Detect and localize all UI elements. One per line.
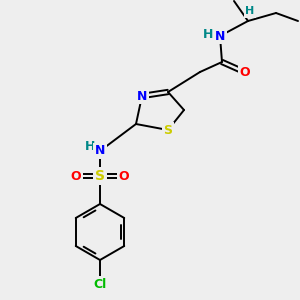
Text: H: H <box>245 6 255 16</box>
Text: O: O <box>240 65 250 79</box>
Text: N: N <box>215 29 225 43</box>
Text: H: H <box>203 28 213 40</box>
Text: S: S <box>95 169 105 183</box>
Text: N: N <box>137 89 147 103</box>
Text: H: H <box>85 140 95 152</box>
Text: Cl: Cl <box>93 278 106 290</box>
Text: O: O <box>71 169 81 182</box>
Text: N: N <box>95 145 105 158</box>
Text: O: O <box>119 169 129 182</box>
Text: S: S <box>164 124 172 136</box>
